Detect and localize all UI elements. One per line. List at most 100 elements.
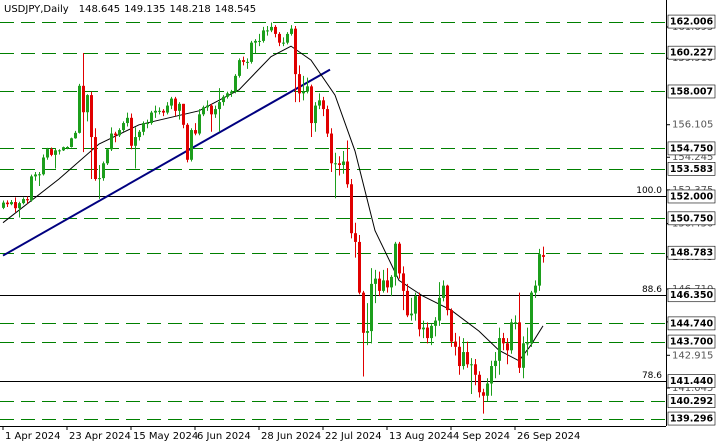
candle-body <box>206 105 209 108</box>
level-label-box <box>667 288 716 303</box>
candle-body <box>42 157 45 175</box>
candle-body <box>142 123 145 132</box>
candle-body <box>210 105 213 115</box>
candle-body <box>102 163 105 179</box>
candle-body <box>58 150 61 152</box>
candle-body <box>38 174 41 176</box>
candle-body <box>538 254 541 286</box>
candle-body <box>530 292 533 344</box>
candle-body <box>262 30 265 41</box>
candle-body <box>182 103 185 125</box>
moving-average <box>2 45 544 362</box>
candle-body <box>190 130 193 160</box>
candle-body <box>358 241 361 293</box>
candle-body <box>294 28 297 75</box>
candle-body <box>522 343 525 368</box>
candle-body <box>534 285 537 293</box>
candle-body <box>442 285 445 298</box>
candle-body <box>174 98 177 111</box>
candle-body <box>490 366 493 384</box>
candle-body <box>106 149 109 164</box>
candle-body <box>166 105 169 113</box>
candle-body <box>170 98 173 106</box>
candle-body <box>330 133 333 164</box>
candle-body <box>242 60 245 62</box>
candle-body <box>434 320 437 326</box>
level-label-box <box>667 316 716 331</box>
candle-body <box>50 149 53 155</box>
candle-body <box>194 130 197 134</box>
candle-body <box>86 95 89 113</box>
level-label-box <box>667 245 716 260</box>
fib-label: 88.6 <box>642 285 662 295</box>
candle-body <box>486 383 489 396</box>
y-tick-label: 154.245 <box>672 152 713 163</box>
candle-body <box>278 33 281 43</box>
candle-body <box>298 74 301 94</box>
candle-body <box>406 290 409 316</box>
candle-body <box>370 283 373 332</box>
candle-body <box>158 110 161 112</box>
quote-value: 148.645 <box>79 4 120 15</box>
candle-body <box>6 202 9 205</box>
candle-body <box>394 243 397 277</box>
candle-body <box>266 30 269 32</box>
x-tick-label: 1 Apr 2024 <box>5 431 60 442</box>
candle-body <box>62 147 65 151</box>
level-label-box <box>667 411 716 426</box>
fib-label: 78.6 <box>642 371 662 381</box>
candle-body <box>154 110 157 113</box>
y-tick-label: 141.045 <box>672 383 713 394</box>
candle-body <box>314 105 317 124</box>
candle-body <box>326 109 329 134</box>
level-label-box <box>667 141 716 156</box>
level-label: 141.440 <box>670 376 714 387</box>
level-label-box <box>667 334 716 349</box>
x-tick-label: 28 Jun 2024 <box>261 431 321 442</box>
candle-body <box>34 174 37 177</box>
candle-body <box>466 352 469 365</box>
trend-line <box>2 68 331 257</box>
candle-body <box>146 123 149 125</box>
level-label: 152.000 <box>670 191 714 202</box>
candle-body <box>98 178 101 180</box>
candle-body <box>462 352 465 367</box>
candle-body <box>2 202 5 208</box>
y-tick-label: 142.915 <box>672 350 713 361</box>
level-label-box <box>667 162 716 176</box>
candle-body <box>22 199 25 204</box>
candle-body <box>274 26 277 34</box>
candle-body <box>222 96 225 103</box>
fib-label: 100.0 <box>636 186 662 196</box>
axis-area: 161.695159.910156.105154.245152.375150.4… <box>2 14 716 442</box>
candle-body <box>430 325 433 339</box>
candle-body <box>510 322 513 351</box>
candle-body <box>342 161 345 166</box>
candle-body <box>186 124 189 160</box>
level-label: 146.350 <box>670 290 714 301</box>
candle-body <box>322 100 325 110</box>
candle-body <box>378 278 381 291</box>
candle-body <box>366 331 369 333</box>
candle-body <box>478 374 481 393</box>
x-tick-label: 4 Sep 2024 <box>453 431 510 442</box>
candle-body <box>310 86 313 124</box>
candle-body <box>118 130 121 136</box>
candle-body <box>542 255 545 257</box>
candle-body <box>526 343 529 345</box>
plot-area: 100.0 88.6 78.6 <box>0 22 666 420</box>
candle-body <box>334 163 337 165</box>
x-tick-label: 13 Aug 2024 <box>389 431 453 442</box>
candle-body <box>438 297 441 321</box>
x-tick-label: 26 Sep 2024 <box>517 431 580 442</box>
level-label-box <box>667 14 716 29</box>
candle-body <box>218 102 221 110</box>
candle-body <box>398 243 401 274</box>
level-label-box <box>667 84 716 99</box>
chart-title: USDJPY,Daily 148.645 149.135 148.218 148.545 <box>4 4 256 15</box>
candle-body <box>10 202 13 205</box>
candle-body <box>514 322 517 324</box>
candle-body <box>122 123 125 131</box>
candle-body <box>318 100 321 106</box>
